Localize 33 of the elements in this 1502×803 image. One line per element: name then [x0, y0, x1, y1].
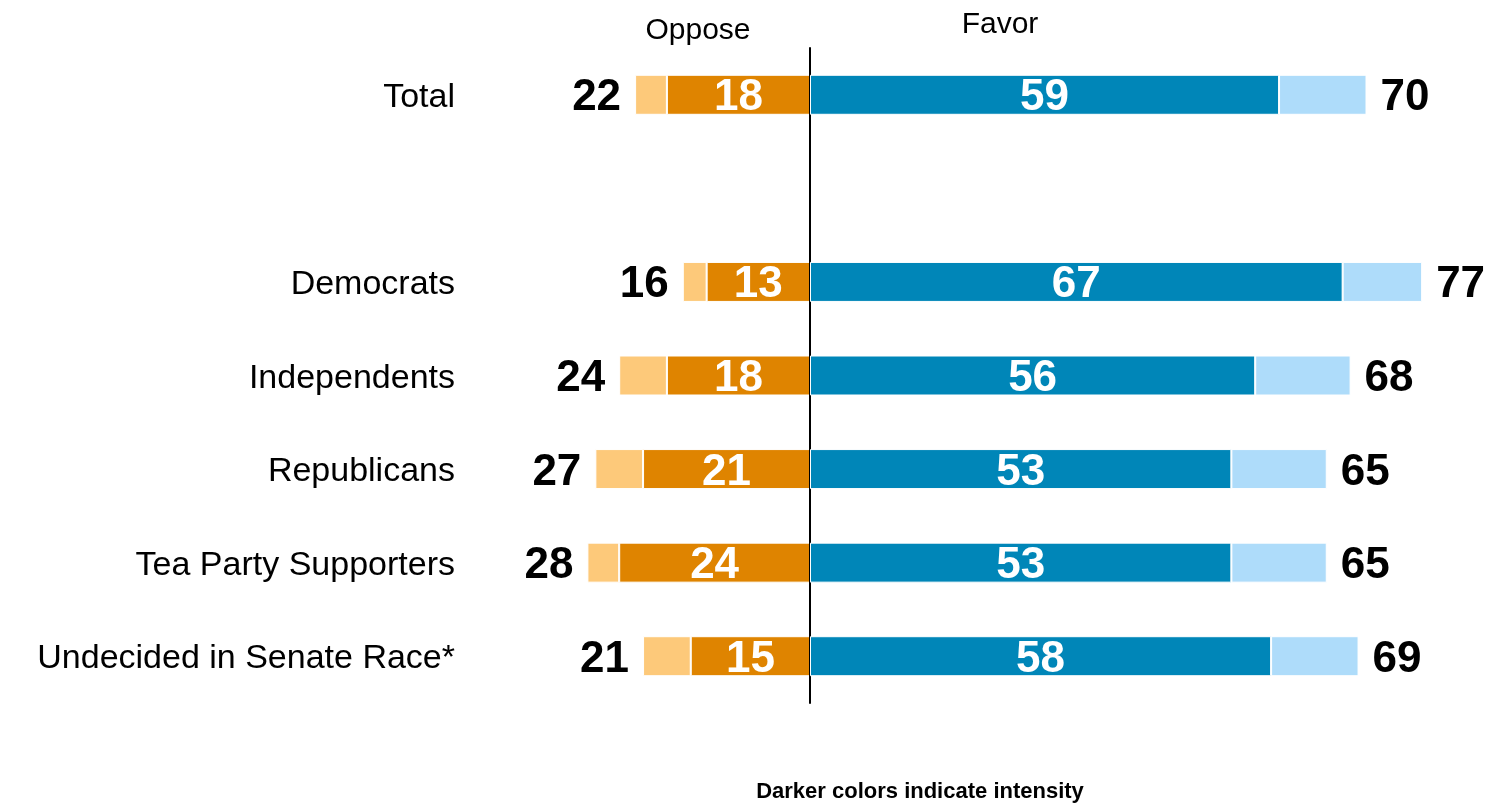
- data-label: 18: [713, 351, 763, 400]
- y-tick-label: Total: [383, 75, 455, 114]
- data-label: 21: [702, 444, 751, 494]
- data-label: 58: [1016, 631, 1066, 681]
- total-label: 77: [1436, 257, 1486, 307]
- data-label: 53: [996, 444, 1046, 494]
- data-label: 18: [713, 70, 763, 120]
- text: Favor: [961, 5, 1039, 39]
- data-label: 59: [1020, 70, 1069, 120]
- total-label: 22: [572, 70, 622, 120]
- y-tick-label: Democrats: [290, 262, 455, 301]
- total-label: 68: [1364, 351, 1414, 400]
- data-label: 56: [1008, 351, 1058, 400]
- data-label: 53: [996, 538, 1046, 588]
- total-label: 65: [1340, 538, 1390, 588]
- total-label: 69: [1372, 631, 1422, 681]
- total-label: 65: [1340, 444, 1390, 494]
- total-label: 70: [1380, 70, 1430, 120]
- total-label: 24: [556, 351, 606, 400]
- y-tick-label: Independents: [248, 356, 455, 395]
- data-label: 13: [733, 257, 783, 307]
- data-label: 67: [1051, 257, 1101, 307]
- text: Oppose: [645, 11, 751, 45]
- total-label: 16: [619, 257, 669, 307]
- data-label: 15: [725, 631, 775, 681]
- text: Darker colors indicate intensity: [756, 777, 1085, 803]
- y-tick-label: Tea Party Supporters: [135, 543, 455, 582]
- y-tick-label: Republicans: [267, 450, 455, 489]
- total-label: 21: [580, 631, 630, 681]
- y-tick-label: Undecided in Senate Race*: [37, 637, 455, 676]
- data-label: 24: [690, 538, 740, 588]
- total-label: 27: [532, 444, 582, 494]
- total-label: 28: [524, 538, 574, 588]
